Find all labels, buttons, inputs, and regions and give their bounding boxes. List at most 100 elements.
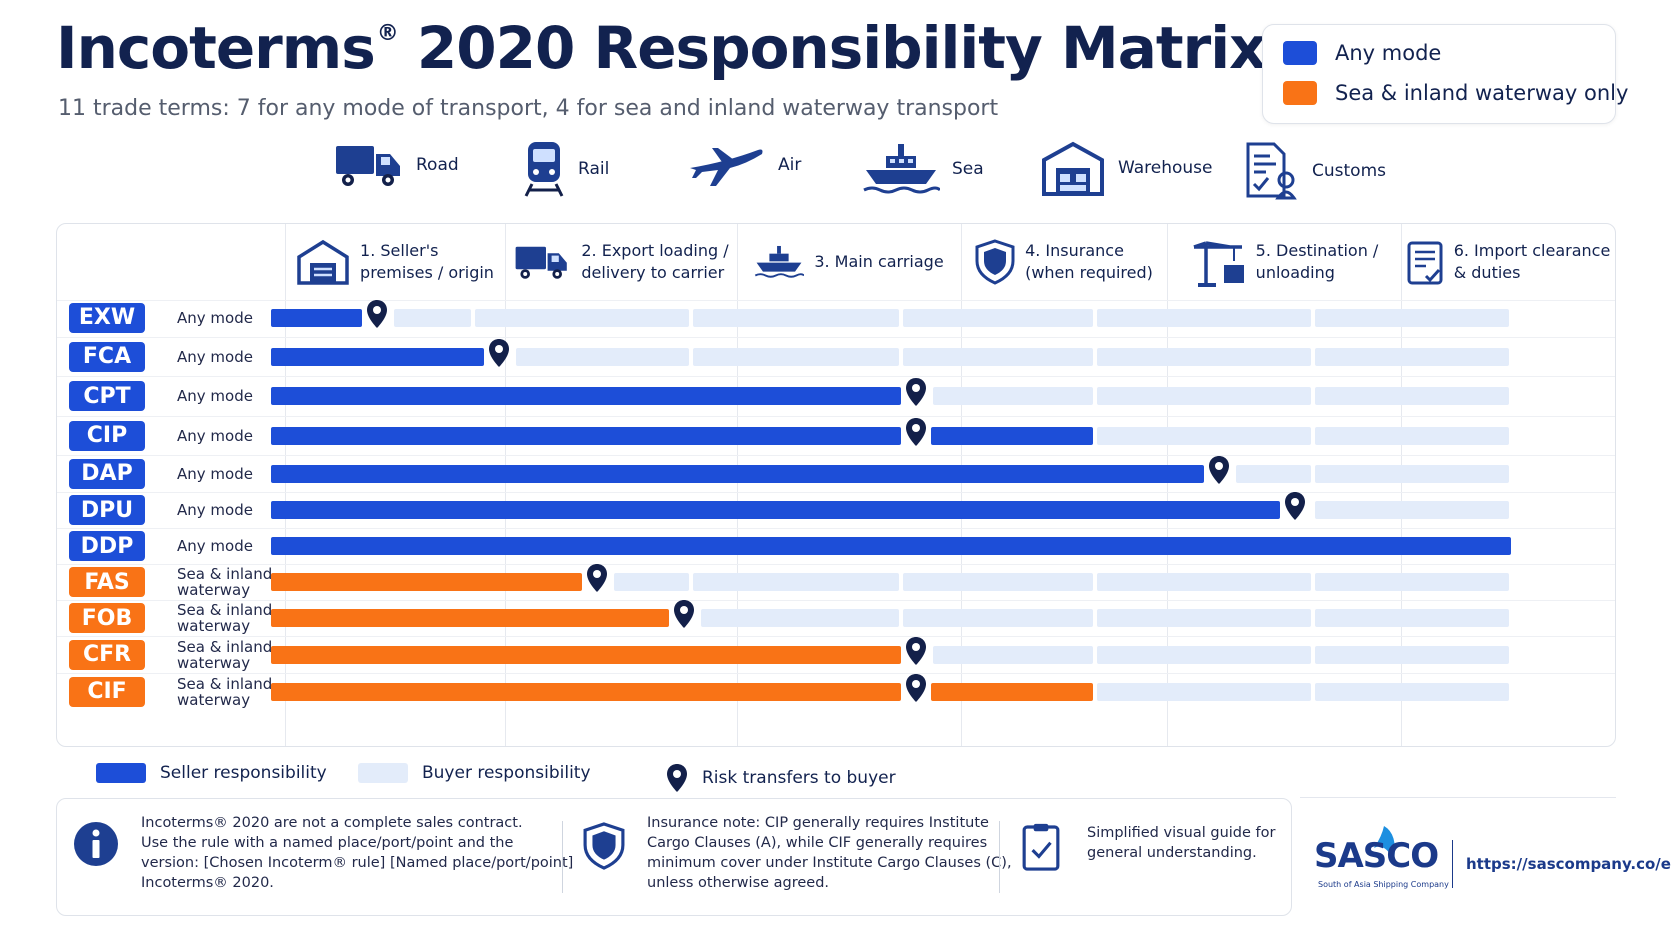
shield-icon	[975, 239, 1015, 285]
buyer-bar	[1315, 645, 1509, 664]
risk-transfer-pin-icon	[586, 563, 608, 593]
column-header-insurance: 4. Insurance (when required)	[961, 224, 1167, 300]
transport-air: Air	[686, 140, 801, 190]
table-row: CFR Sea & inland waterway	[57, 636, 1615, 673]
warehouse-icon	[1042, 141, 1104, 196]
seller-bar	[271, 537, 1511, 555]
row-divider	[57, 673, 1615, 674]
buyer-bar	[1315, 308, 1509, 327]
term-mode-label: Sea & inland waterway	[177, 565, 273, 599]
buyer-bar	[1315, 682, 1509, 701]
table-row: DDP Any mode	[57, 528, 1615, 564]
risk-transfer-pin-icon	[905, 377, 927, 407]
term-mode-label: Any mode	[177, 464, 253, 483]
factory-icon	[297, 239, 349, 285]
buyer-bar	[393, 308, 471, 327]
row-divider	[57, 376, 1615, 377]
term-mode-label: Any mode	[177, 426, 253, 445]
transport-warehouse: Warehouse	[1040, 140, 1212, 196]
term-badge-cif: CIF	[69, 676, 145, 707]
table-row: FCA Any mode	[57, 337, 1615, 376]
table-row: CPT Any mode	[57, 376, 1615, 416]
table-row: EXW Any mode	[57, 298, 1615, 337]
insurance-seller-bar	[931, 426, 1093, 445]
term-badge-exw: EXW	[69, 302, 145, 333]
risk-transfer-pin-icon	[366, 299, 388, 329]
transport-rail: Rail	[522, 140, 609, 198]
buyer-bar	[903, 573, 1093, 591]
page-title: Incoterms® 2020 Responsibility Matrix	[56, 14, 1266, 82]
seller-bar	[271, 308, 362, 327]
buyer-bar	[1097, 682, 1311, 701]
brand-url-link[interactable]: https://sascompany.co/en/	[1466, 855, 1672, 873]
legend-swatch-sea	[1283, 81, 1317, 105]
term-mode-label: Any mode	[177, 347, 253, 366]
buyer-bar	[1097, 347, 1311, 366]
transport-road: Road	[334, 140, 459, 190]
buyer-bar	[1097, 308, 1311, 327]
buyer-bar	[693, 573, 899, 591]
ship-icon	[863, 144, 940, 194]
footer-notes: Incoterms® 2020 are not a complete sales…	[56, 798, 1292, 916]
seller-bar	[271, 609, 670, 627]
mode-legend: Any mode Sea & inland waterway only	[1262, 24, 1628, 124]
column-header-origin: 1. Seller's premises / origin	[285, 224, 505, 300]
term-badge-cip: CIP	[69, 420, 145, 451]
row-divider	[57, 600, 1615, 601]
term-badge-fas: FAS	[69, 567, 145, 597]
buyer-bar	[1097, 426, 1311, 445]
column-divider	[737, 224, 738, 746]
column-header-destination: 5. Destination / unloading	[1167, 224, 1401, 300]
buyer-bar	[1236, 464, 1311, 483]
key-seller-swatch	[96, 763, 146, 783]
risk-transfer-pin-icon	[488, 338, 510, 368]
row-divider	[57, 636, 1615, 637]
buyer-bar	[1315, 609, 1509, 627]
key-seller: Seller responsibility	[96, 763, 327, 783]
responsibility-matrix: 1. Seller's premises / origin 2. Export …	[56, 223, 1616, 747]
page-subtitle: 11 trade terms: 7 for any mode of transp…	[58, 96, 999, 121]
clipboard-check-icon	[1407, 241, 1443, 285]
seller-bar	[271, 347, 484, 366]
seller-bar	[271, 501, 1281, 519]
table-row: CIF Sea & inland waterway	[57, 673, 1615, 710]
legend-swatch-any	[1283, 41, 1317, 65]
risk-transfer-pin-icon	[905, 673, 927, 703]
insurance-seller-bar	[931, 682, 1093, 701]
column-divider	[1401, 224, 1402, 746]
term-badge-dap: DAP	[69, 458, 145, 489]
buyer-bar	[903, 347, 1093, 366]
info-icon	[74, 822, 118, 866]
buyer-bar	[933, 387, 1093, 405]
risk-transfer-pin-icon	[905, 636, 927, 666]
term-mode-label: Sea & inland waterway	[177, 674, 273, 709]
footer-divider	[562, 821, 563, 893]
header-divider	[57, 300, 1615, 301]
sasco-logo-wave-icon	[1374, 826, 1395, 860]
map-pin-icon	[667, 764, 687, 792]
buyer-bar	[1315, 464, 1509, 483]
buyer-bar	[1097, 609, 1311, 627]
table-row: FAS Sea & inland waterway	[57, 564, 1615, 600]
decorative-line	[1300, 797, 1616, 798]
row-divider	[57, 528, 1615, 529]
term-mode-label: Sea & inland waterway	[177, 637, 273, 672]
term-mode-label: Any mode	[177, 308, 253, 327]
risk-transfer-pin-icon	[1284, 491, 1306, 521]
truck-icon	[515, 246, 568, 279]
risk-transfer-pin-icon	[905, 417, 927, 447]
customs-document-icon	[1246, 142, 1297, 200]
buyer-bar	[1315, 501, 1509, 519]
brand-divider	[1452, 840, 1453, 888]
buyer-bar	[903, 308, 1093, 327]
note-simplified-guide: Simplified visual guide for general unde…	[1087, 825, 1276, 861]
buyer-bar	[933, 645, 1093, 664]
risk-transfer-pin-icon	[1208, 455, 1230, 485]
row-divider	[57, 337, 1615, 338]
row-divider	[57, 564, 1615, 565]
seller-bar	[271, 645, 901, 664]
row-divider	[57, 416, 1615, 417]
seller-bar	[271, 464, 1204, 483]
seller-bar	[271, 387, 901, 405]
buyer-bar	[1097, 645, 1311, 664]
